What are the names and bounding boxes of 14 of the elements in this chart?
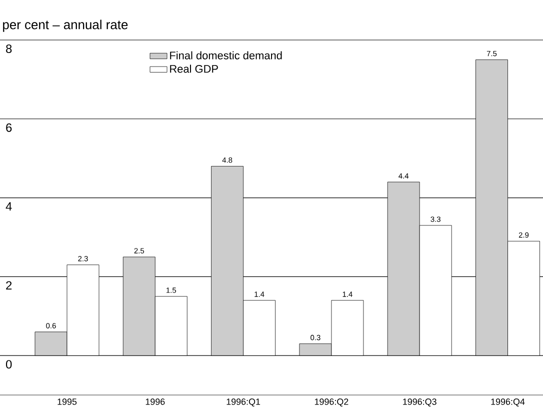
x-tick-label: 1996:Q4: [491, 398, 525, 406]
x-tick-label: 1996:Q1: [226, 398, 260, 406]
x-tick-label: 1996:Q2: [314, 398, 348, 406]
x-tick-label: 1996: [146, 398, 165, 405]
x-tick-label: 1996:Q3: [403, 398, 436, 406]
y-tick-label: 0: [6, 360, 12, 369]
y-tick-label: 4: [6, 202, 12, 211]
y-tick-label: 2: [6, 281, 12, 290]
x-tick-label: 1995: [58, 398, 77, 405]
y-tick-label: 8: [6, 44, 12, 53]
chart-title: per cent – annual rate: [3, 20, 128, 32]
y-tick-label: 6: [6, 123, 12, 132]
legend-label: Real GDP: [170, 64, 218, 73]
legend-label: Final domestic demand: [170, 51, 282, 60]
